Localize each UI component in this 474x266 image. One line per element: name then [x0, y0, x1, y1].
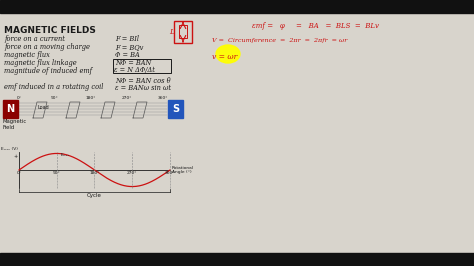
Text: 0°: 0°: [17, 171, 21, 174]
Text: Load: Load: [38, 105, 50, 110]
Text: force on a moving charge: force on a moving charge: [4, 43, 90, 51]
Text: Φ = BA: Φ = BA: [115, 51, 140, 59]
Text: MAGNETIC FIELDS: MAGNETIC FIELDS: [4, 26, 96, 35]
Bar: [174, 21, 192, 43]
Text: ε = BANω sin ωt: ε = BANω sin ωt: [115, 84, 171, 92]
Text: 90°: 90°: [51, 96, 59, 100]
Text: 90°: 90°: [53, 171, 61, 174]
Text: L: L: [169, 28, 174, 36]
Text: Eₘₑₙ (V): Eₘₑₙ (V): [1, 147, 18, 151]
Text: 180°: 180°: [89, 171, 100, 174]
Ellipse shape: [216, 45, 240, 63]
Bar: [3, 100, 18, 118]
Text: Cycle: Cycle: [87, 193, 102, 198]
Text: Rotational
Angle (°): Rotational Angle (°): [172, 166, 194, 174]
Text: 0°: 0°: [17, 96, 21, 100]
Bar: [168, 100, 183, 118]
Text: v = ωr: v = ωr: [212, 53, 237, 61]
Text: F = BIl: F = BIl: [115, 35, 139, 43]
Text: magnitude of induced emf: magnitude of induced emf: [4, 67, 92, 75]
Text: NΦ = BAN cos θ: NΦ = BAN cos θ: [115, 77, 171, 85]
Text: V =  Circumference  =  2πr  =  2πfr  = ωr: V = Circumference = 2πr = 2πfr = ωr: [212, 38, 347, 43]
Text: F = BQv: F = BQv: [115, 43, 143, 51]
Text: N: N: [7, 104, 15, 114]
Text: +: +: [14, 154, 18, 159]
Text: magnetic flux: magnetic flux: [4, 51, 50, 59]
Text: emf induced in a rotating coil: emf induced in a rotating coil: [4, 83, 103, 91]
Bar: [0, 0, 474, 13]
Text: magnetic flux linkage: magnetic flux linkage: [4, 59, 77, 67]
Text: force on a current: force on a current: [4, 35, 65, 43]
Text: 360°: 360°: [165, 171, 175, 174]
Text: 360°: 360°: [158, 96, 168, 100]
Text: Eₘₐₓ: Eₘₐₓ: [61, 153, 70, 157]
Text: 270°: 270°: [122, 96, 132, 100]
Text: 270°: 270°: [127, 171, 137, 174]
Text: ε = N ΔΦ/Δt: ε = N ΔΦ/Δt: [114, 66, 155, 74]
Bar: [179, 25, 187, 38]
Text: NΦ = BAN: NΦ = BAN: [115, 59, 151, 67]
Text: εmf =   φ     =   BA   =  BLS  =  BLv: εmf = φ = BA = BLS = BLv: [252, 22, 379, 30]
Text: 180°: 180°: [86, 96, 96, 100]
Text: Magnetic
Field: Magnetic Field: [3, 119, 27, 130]
Bar: [0, 253, 474, 266]
Text: S: S: [172, 104, 179, 114]
Bar: [113, 59, 171, 73]
